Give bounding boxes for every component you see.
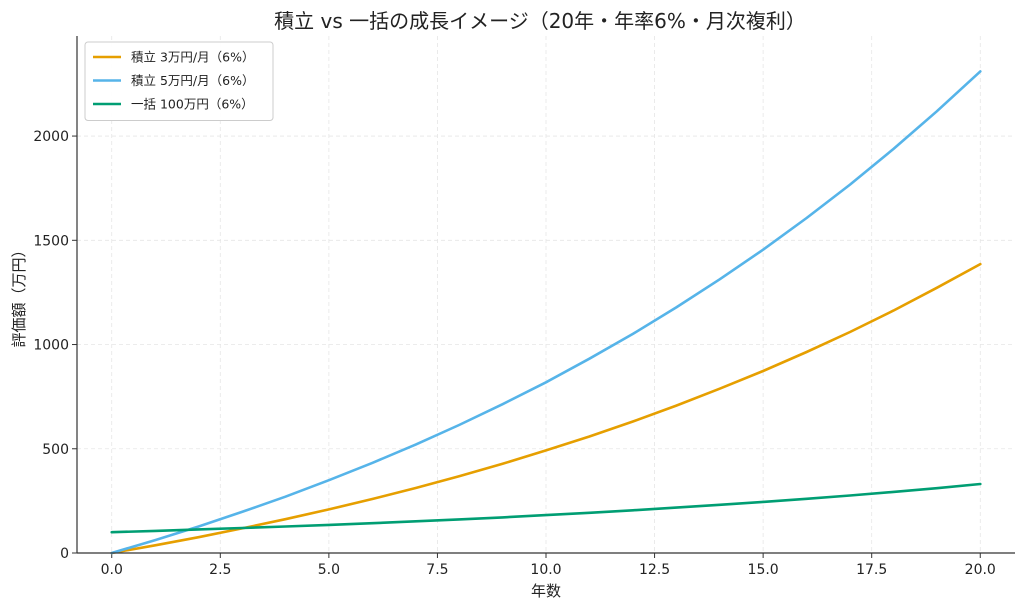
y-tick-label: 1500 — [33, 233, 69, 249]
y-tick-label: 500 — [42, 442, 69, 458]
x-tick-label: 10.0 — [530, 562, 561, 578]
x-tick-label: 7.5 — [426, 562, 448, 578]
legend-box — [84, 41, 274, 121]
series-lines — [110, 70, 982, 555]
axes — [76, 36, 1015, 554]
legend-label: 一括 100万円（6%） — [131, 97, 254, 112]
x-tick-label: 5.0 — [318, 562, 340, 578]
y-tick-label: 0 — [60, 546, 69, 562]
x-tick-label: 2.5 — [209, 562, 231, 578]
y-tick-label: 1000 — [33, 338, 69, 354]
x-tick-label: 0.0 — [101, 562, 123, 578]
x-tick-label: 15.0 — [748, 562, 779, 578]
x-tick-label: 20.0 — [965, 562, 996, 578]
series-line-2 — [110, 70, 982, 555]
x-axis-label: 年数 — [531, 582, 561, 600]
y-axis-label: 評価額（万円） — [10, 242, 28, 347]
legend-label: 積立 5万円/月（6%） — [131, 73, 254, 88]
legend-label: 積立 3万円/月（6%） — [131, 50, 254, 65]
axis-ticks: 0.0 2.5 5.0 7.5 10.0 12.5 15.0 17.5 20.0 0 500 1000… — [33, 129, 995, 578]
x-tick-label: 17.5 — [856, 562, 887, 578]
series-line-3 — [110, 482, 982, 534]
series-line-1 — [110, 262, 982, 555]
y-tick-label: 2000 — [33, 129, 69, 145]
x-tick-label: 12.5 — [639, 562, 670, 578]
legend: 積立 3万円/月（6%） 積立 5万円/月（6%） 一括 100万円（6%） — [84, 41, 274, 121]
chart-title: 積立 vs 一括の成長イメージ（20年・年率6%・月次複利） — [274, 9, 806, 33]
